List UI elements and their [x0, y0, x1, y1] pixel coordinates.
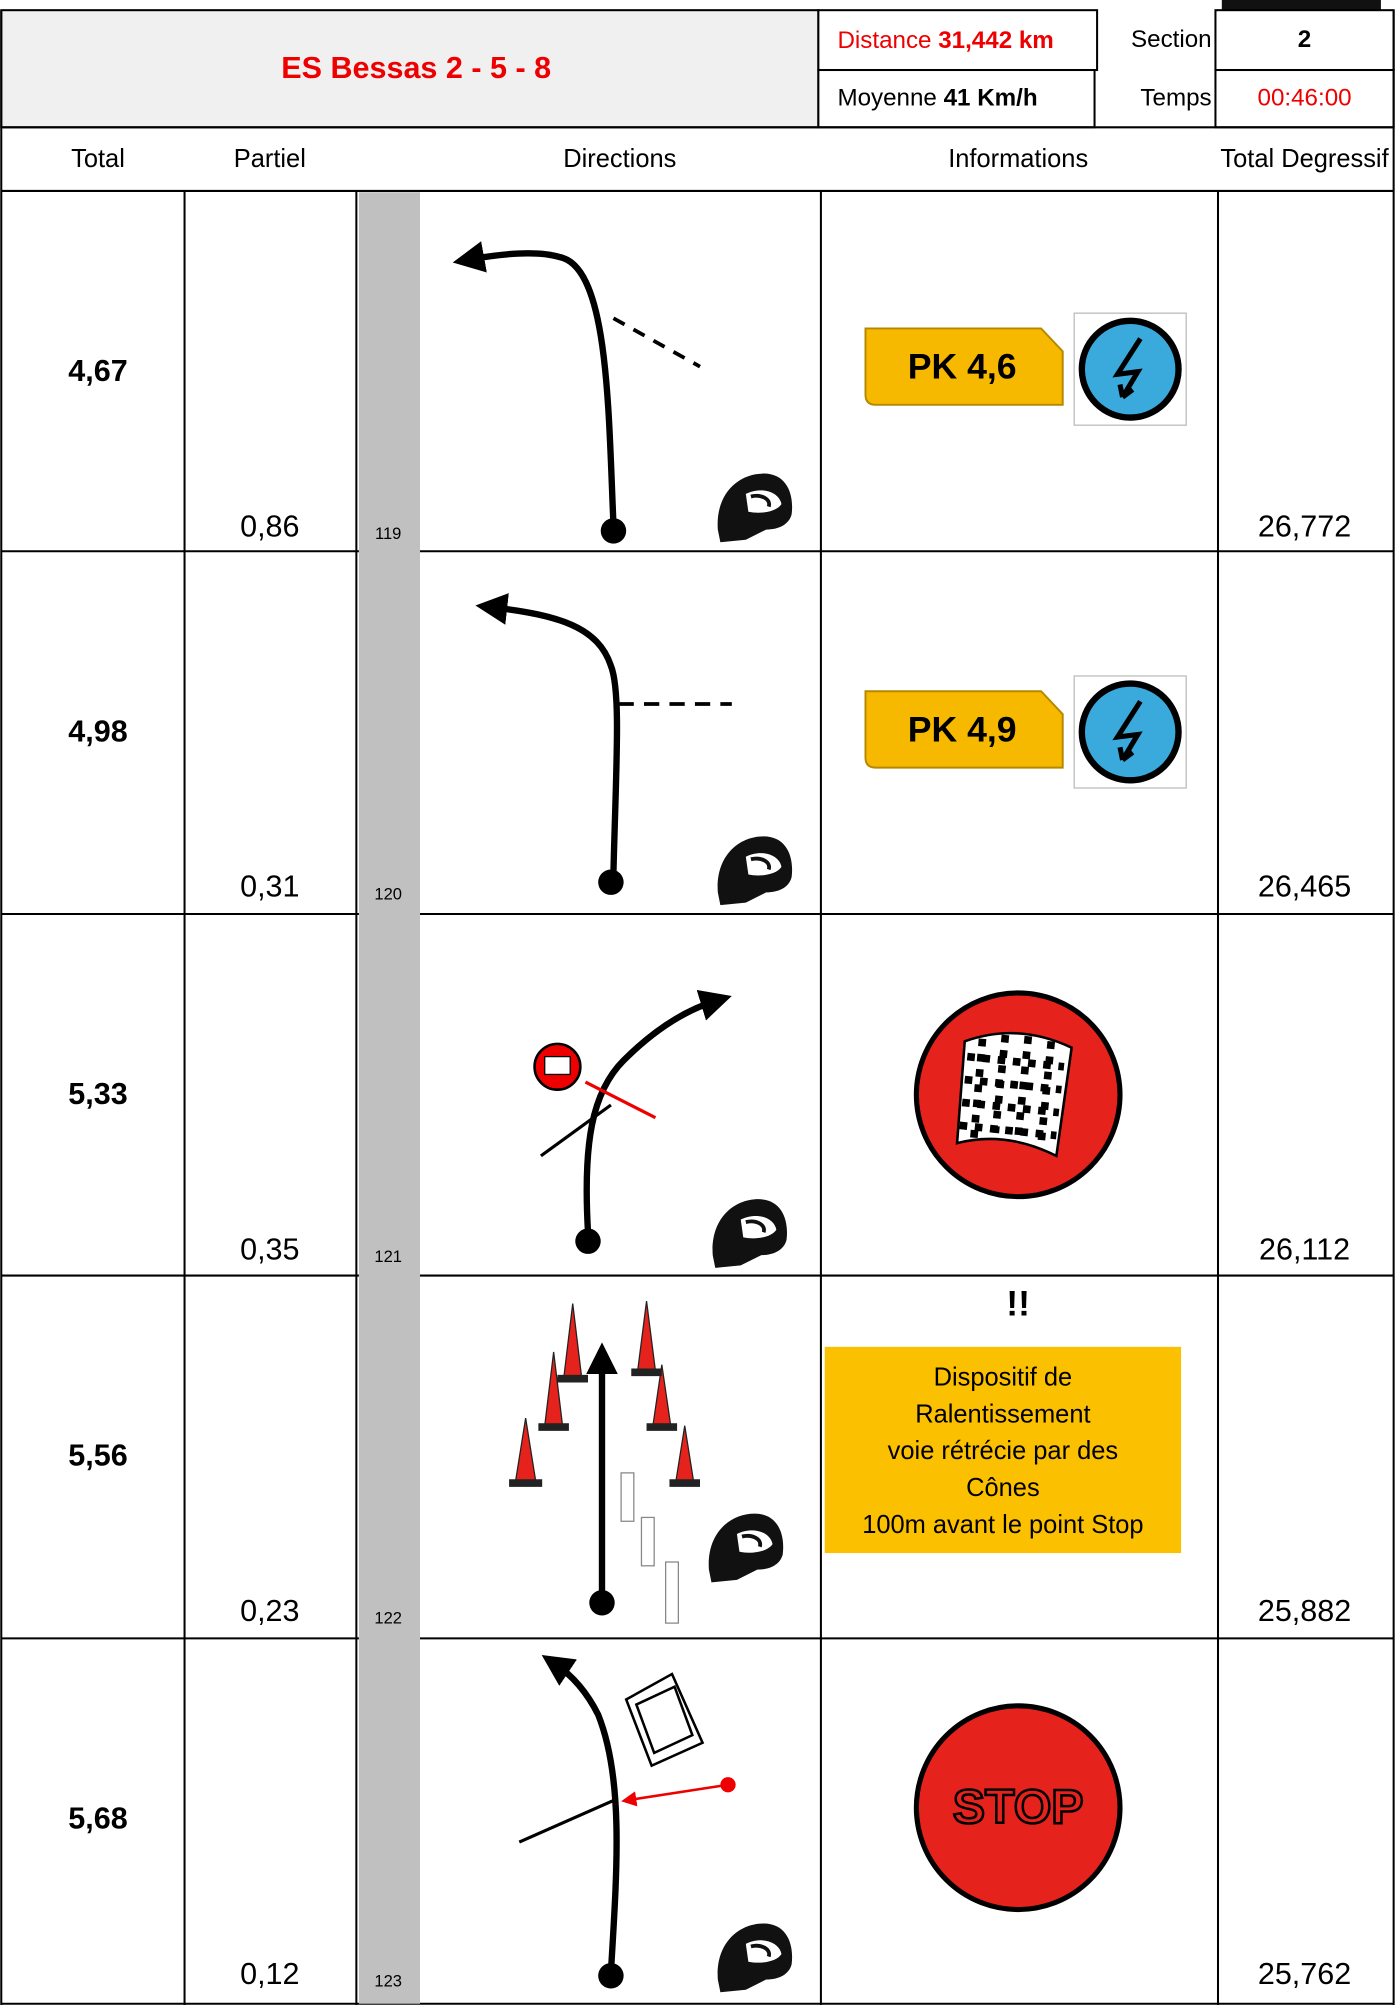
column-header: Total Degressif: [1220, 145, 1389, 173]
average: Moyenne 41 Km/h: [837, 85, 1037, 112]
row-drawing: [533, 990, 1123, 1270]
average-value: 41 Km/h: [944, 85, 1038, 112]
partial: 0,35: [240, 1232, 299, 1266]
time-label: Temps: [1140, 85, 1211, 112]
total-degressive: 25,882: [1258, 1594, 1351, 1628]
total-degressive: 26,465: [1258, 870, 1351, 904]
total: 5,56: [68, 1439, 127, 1473]
distance-label: Distance: [837, 27, 931, 54]
case-number: 120: [374, 884, 402, 903]
info-sign: PK 4,6: [908, 347, 1017, 387]
info-sign: STOP: [953, 1780, 1084, 1834]
info-sign: PK 4,9: [908, 709, 1017, 749]
partial: 0,23: [240, 1594, 299, 1628]
distance: Distance 31,442 km: [837, 27, 1053, 54]
partial: 0,86: [240, 509, 299, 543]
case-number: 123: [374, 1971, 402, 1990]
info-line: voie rétrécie par des: [888, 1437, 1118, 1465]
column-header: Directions: [563, 145, 676, 173]
gray-strip: [358, 192, 420, 2004]
info-line: Ralentissement: [915, 1400, 1090, 1428]
row-drawing: [518, 1655, 1123, 1995]
info-box: [824, 1346, 1182, 1554]
total: 5,33: [68, 1077, 127, 1111]
column-header: Partiel: [234, 145, 306, 173]
column-header: Total: [71, 145, 125, 173]
row-drawing: [452, 241, 1186, 545]
section-label: Section: [1131, 26, 1212, 53]
info-warning: !!: [1006, 1284, 1030, 1324]
stage-title: ES Bessas 2 - 5 - 8: [281, 51, 551, 85]
total: 4,98: [68, 714, 127, 748]
total-degressive: 26,772: [1258, 509, 1351, 543]
partial: 0,12: [240, 1957, 299, 1991]
info-line: 100m avant le point Stop: [862, 1511, 1143, 1539]
total: 5,68: [68, 1801, 127, 1835]
total-degressive: 26,112: [1259, 1232, 1350, 1266]
total: 4,67: [68, 354, 127, 388]
case-number: 122: [374, 1609, 402, 1628]
total-degressive: 25,762: [1258, 1957, 1351, 1991]
section-value: 2: [1298, 26, 1311, 53]
partial: 0,31: [240, 870, 299, 904]
case-number: 121: [374, 1247, 402, 1266]
column-header: Informations: [948, 145, 1088, 173]
info-line: Cônes: [966, 1474, 1040, 1502]
distance-value: 31,442 km: [938, 27, 1054, 54]
average-label: Moyenne: [837, 85, 936, 112]
row-drawing: [509, 1300, 1182, 1624]
case-number: 119: [375, 524, 401, 543]
info-line: Dispositif de: [934, 1363, 1073, 1391]
time-value: 00:46:00: [1258, 85, 1352, 112]
row-drawing: [475, 593, 1186, 908]
table-grid: [0, 9, 1395, 2005]
